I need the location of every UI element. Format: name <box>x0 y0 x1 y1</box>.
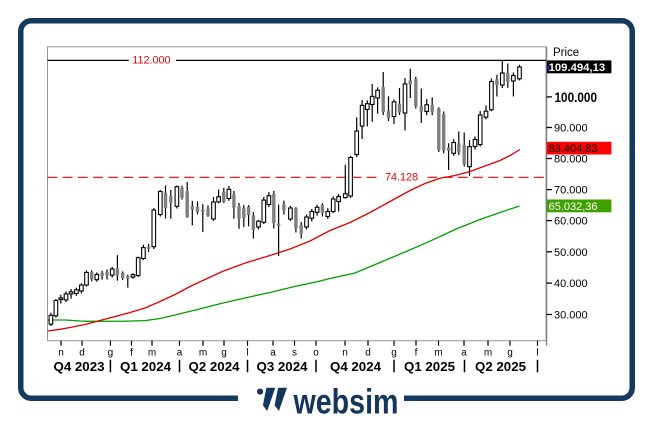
svg-text:Price: Price <box>553 47 579 59</box>
svg-text:112.000: 112.000 <box>132 54 170 66</box>
svg-text:s: s <box>292 347 297 358</box>
svg-text:n: n <box>58 347 64 358</box>
svg-text:m: m <box>199 347 207 358</box>
svg-text:70.000: 70.000 <box>554 185 588 197</box>
svg-text:g: g <box>507 347 513 358</box>
svg-text:83.404,83: 83.404,83 <box>549 143 598 155</box>
svg-text:Q3 2024: Q3 2024 <box>256 359 308 374</box>
svg-text:30.000: 30.000 <box>554 310 588 322</box>
svg-text:74.128: 74.128 <box>385 172 418 184</box>
svg-text:80.000: 80.000 <box>554 154 588 166</box>
svg-text:Q2 2025: Q2 2025 <box>475 359 527 374</box>
svg-text:Q4 2024: Q4 2024 <box>330 359 382 374</box>
svg-text:o: o <box>313 347 319 358</box>
svg-text:Q1 2024: Q1 2024 <box>120 359 172 374</box>
svg-text:40.000: 40.000 <box>554 278 588 290</box>
svg-text:50.000: 50.000 <box>554 247 588 259</box>
svg-text:g: g <box>391 347 397 358</box>
svg-text:f: f <box>415 347 418 358</box>
svg-text:Q4 2023: Q4 2023 <box>53 359 104 374</box>
svg-text:d: d <box>365 347 371 358</box>
svg-text:a: a <box>177 347 183 358</box>
svg-text:l: l <box>246 347 248 358</box>
svg-text:Q1 2025: Q1 2025 <box>404 359 456 374</box>
svg-text:a: a <box>461 347 467 358</box>
svg-text:g: g <box>221 347 227 358</box>
svg-text:a: a <box>270 347 276 358</box>
svg-text:websim: websim <box>293 381 399 420</box>
svg-text:Q2 2024: Q2 2024 <box>188 359 240 374</box>
svg-text:g: g <box>108 347 114 358</box>
svg-text:m: m <box>148 347 156 358</box>
svg-text:m: m <box>434 347 442 358</box>
svg-text:65.032,36: 65.032,36 <box>549 201 598 213</box>
svg-text:m: m <box>484 347 492 358</box>
svg-text:100.000: 100.000 <box>555 90 598 106</box>
svg-text:f: f <box>130 347 133 358</box>
svg-text:n: n <box>342 347 348 358</box>
svg-text:d: d <box>79 347 85 358</box>
svg-text:l: l <box>536 347 538 358</box>
svg-text:90.000: 90.000 <box>554 123 588 135</box>
svg-text:60.000: 60.000 <box>554 216 588 228</box>
svg-text:109.494,13: 109.494,13 <box>549 62 606 74</box>
